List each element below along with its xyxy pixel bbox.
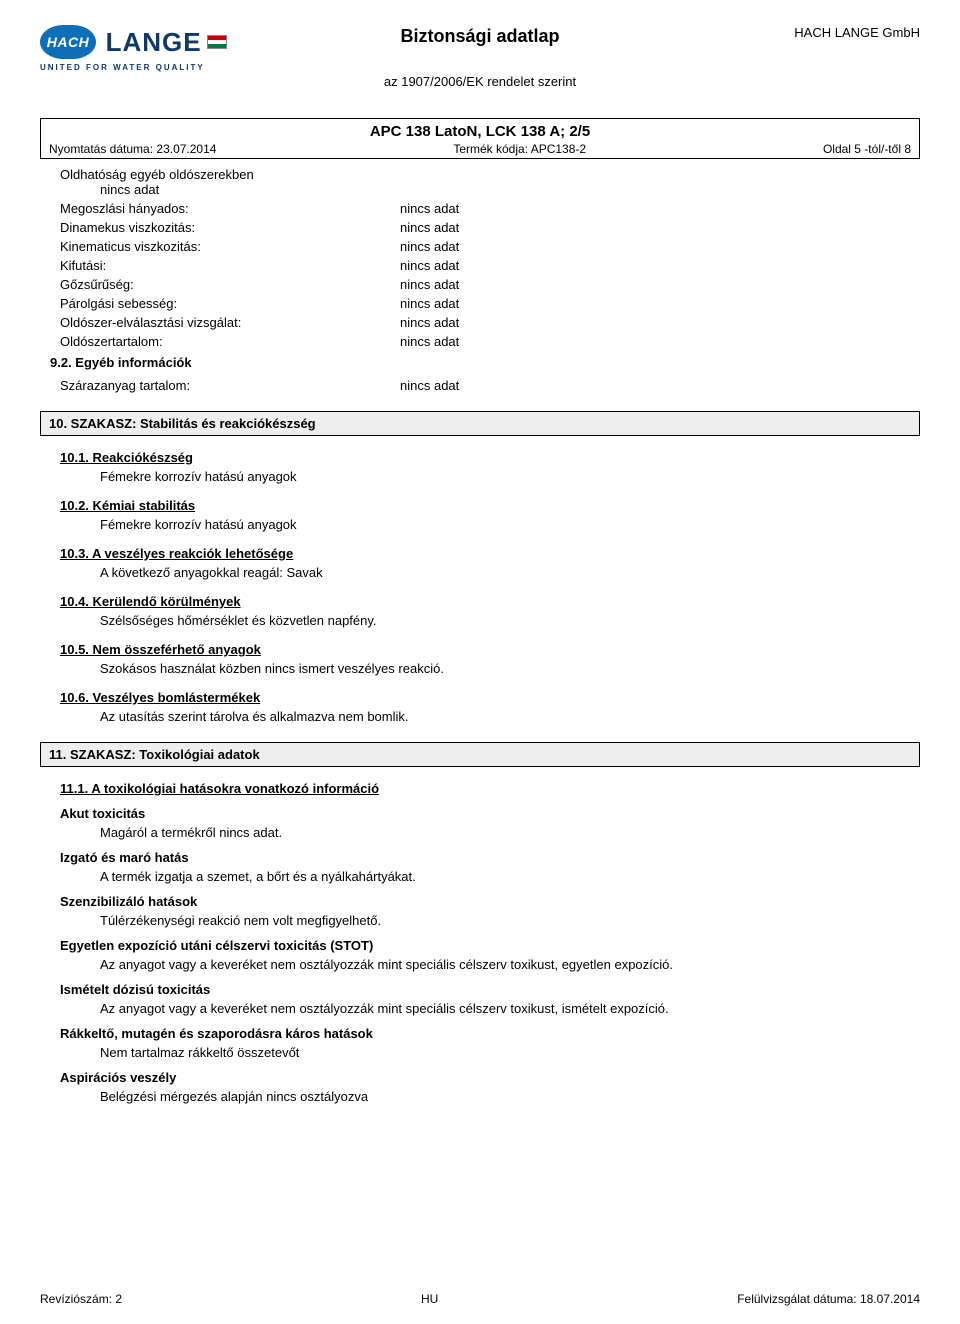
heading-11-1: 11.1. A toxikológiai hatásokra vonatkozó… <box>40 781 920 796</box>
heading-stot: Egyetlen expozíció utáni célszervi toxic… <box>40 938 920 953</box>
product-info-bar: APC 138 LatoN, LCK 138 A; 2/5 Nyomtatás … <box>40 118 920 159</box>
page-number: Oldal 5 -tól/-től 8 <box>823 142 911 156</box>
prop-value: nincs adat <box>400 315 920 330</box>
heading-10-1: 10.1. Reakciókészség <box>40 450 920 465</box>
solubility-label: Oldhatóság egyéb oldószerekben <box>60 167 920 182</box>
revision-date: 18.07.2014 <box>860 1292 920 1306</box>
document-header: HACH LANGE UNITED FOR WATER QUALITY Bizt… <box>40 20 920 110</box>
heading-9-2: 9.2. Egyéb információk <box>40 355 920 370</box>
text-10-2: Fémekre korrozív hatású anyagok <box>40 517 920 532</box>
document-title: Biztonsági adatlap <box>40 26 920 47</box>
heading-rakkelto: Rákkeltő, mutagén és szaporodásra káros … <box>40 1026 920 1041</box>
text-rakkelto: Nem tartalmaz rákkeltő összetevőt <box>40 1045 920 1060</box>
text-10-4: Szélsőséges hőmérséklet és közvetlen nap… <box>40 613 920 628</box>
heading-ismetelt: Ismételt dózisú toxicitás <box>40 982 920 997</box>
product-name: APC 138 LatoN, LCK 138 A; 2/5 <box>370 123 590 140</box>
footer-lang: HU <box>122 1292 737 1306</box>
heading-10-4: 10.4. Kerülendő körülmények <box>40 594 920 609</box>
heading-akut: Akut toxicitás <box>40 806 920 821</box>
prop-label: Kinematicus viszkozitás: <box>60 239 400 254</box>
heading-szenz: Szenzibilizáló hatások <box>40 894 920 909</box>
print-date: 23.07.2014 <box>156 142 216 156</box>
prop-value: nincs adat <box>400 277 920 292</box>
page-footer: Revíziószám: 2 HU Felülvizsgálat dátuma:… <box>40 1292 920 1306</box>
logo-tagline: UNITED FOR WATER QUALITY <box>40 63 250 72</box>
revision-date-label: Felülvizsgálat dátuma: <box>737 1292 860 1306</box>
dry-content-label: Szárazanyag tartalom: <box>60 378 400 393</box>
text-akut: Magáról a termékről nincs adat. <box>40 825 920 840</box>
prop-label: Gőzsűrűség: <box>60 277 400 292</box>
text-stot: Az anyagot vagy a keveréket nem osztályo… <box>40 957 920 972</box>
document-subtitle: az 1907/2006/EK rendelet szerint <box>40 74 920 89</box>
heading-10-2: 10.2. Kémiai stabilitás <box>40 498 920 513</box>
heading-10-6: 10.6. Veszélyes bomlástermékek <box>40 690 920 705</box>
text-10-1: Fémekre korrozív hatású anyagok <box>40 469 920 484</box>
prop-label: Párolgási sebesség: <box>60 296 400 311</box>
solubility-value: nincs adat <box>100 182 920 197</box>
print-date-label: Nyomtatás dátuma: <box>49 142 156 156</box>
heading-10-5: 10.5. Nem összeférhető anyagok <box>40 642 920 657</box>
text-izgato: A termék izgatja a szemet, a bőrt és a n… <box>40 869 920 884</box>
dry-content-value: nincs adat <box>400 378 920 393</box>
section-10-heading: 10. SZAKASZ: Stabilitás és reakciókészsé… <box>40 411 920 436</box>
prop-value: nincs adat <box>400 201 920 216</box>
product-code: APC138-2 <box>531 142 586 156</box>
text-10-6: Az utasítás szerint tárolva és alkalmazv… <box>40 709 920 724</box>
text-szenz: Túlérzékenységi reakció nem volt megfigy… <box>40 913 920 928</box>
text-10-3: A következő anyagokkal reagál: Savak <box>40 565 920 580</box>
prop-label: Megoszlási hányados: <box>60 201 400 216</box>
prop-value: nincs adat <box>400 334 920 349</box>
prop-label: Kifutási: <box>60 258 400 273</box>
prop-value: nincs adat <box>400 258 920 273</box>
prop-value: nincs adat <box>400 220 920 235</box>
section-11-heading: 11. SZAKASZ: Toxikológiai adatok <box>40 742 920 767</box>
heading-izgato: Izgató és maró hatás <box>40 850 920 865</box>
revision-number-label: Revíziószám: <box>40 1292 115 1306</box>
prop-value: nincs adat <box>400 296 920 311</box>
company-name: HACH LANGE GmbH <box>794 25 920 40</box>
heading-10-3: 10.3. A veszélyes reakciók lehetősége <box>40 546 920 561</box>
revision-number: 2 <box>115 1292 122 1306</box>
prop-value: nincs adat <box>400 239 920 254</box>
prop-label: Oldószertartalom: <box>60 334 400 349</box>
text-10-5: Szokásos használat közben nincs ismert v… <box>40 661 920 676</box>
prop-label: Dinamekus viszkozitás: <box>60 220 400 235</box>
heading-aspiracios: Aspirációs veszély <box>40 1070 920 1085</box>
prop-label: Oldószer-elválasztási vizsgálat: <box>60 315 400 330</box>
text-aspiracios: Belégzési mérgezés alapján nincs osztály… <box>40 1089 920 1104</box>
text-ismetelt: Az anyagot vagy a keveréket nem osztályo… <box>40 1001 920 1016</box>
product-code-label: Termék kódja: <box>453 142 530 156</box>
